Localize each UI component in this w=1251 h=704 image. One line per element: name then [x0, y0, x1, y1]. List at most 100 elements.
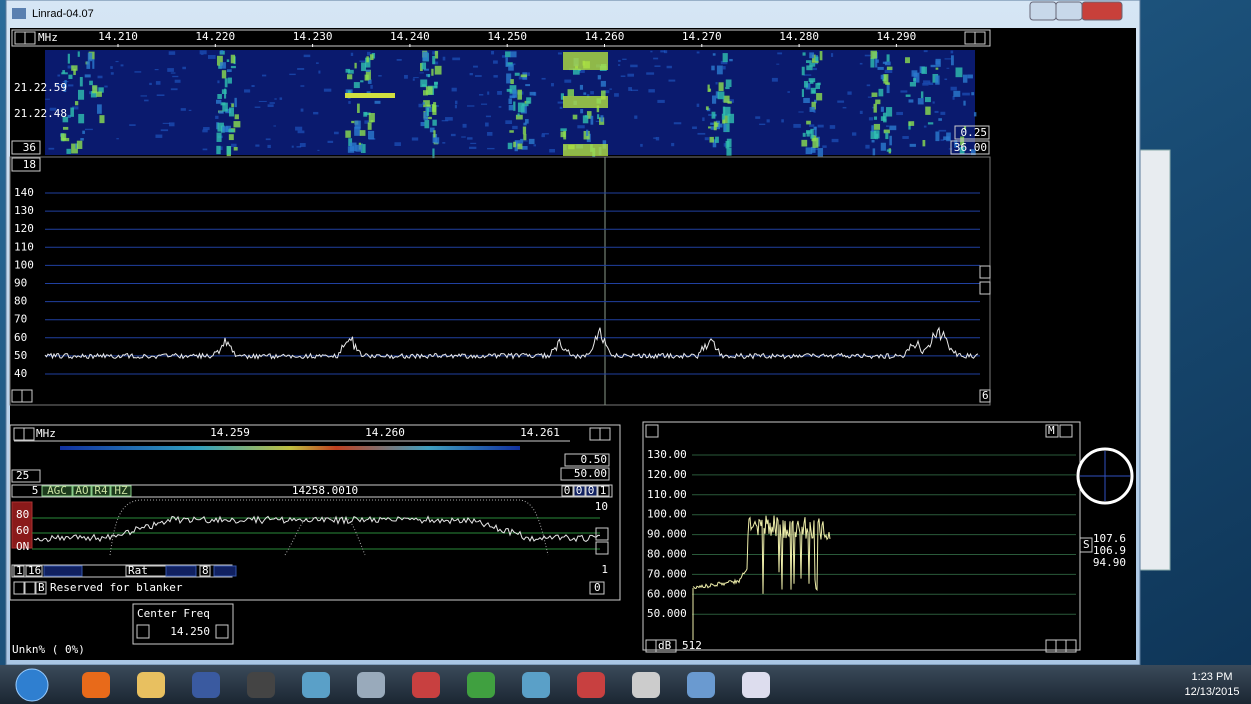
waterfall-speck [697, 51, 700, 53]
waterfall-signal [921, 67, 927, 74]
control-text[interactable]: Rat [128, 564, 148, 577]
waterfall-speck [157, 94, 165, 96]
taskbar-icon[interactable] [577, 672, 605, 698]
waterfall-signal [598, 75, 601, 79]
waterfall-speck [351, 53, 353, 56]
taskbar-icon[interactable] [82, 672, 110, 698]
waterfall-signal [220, 50, 223, 53]
db-label: 50 [14, 349, 27, 362]
waterfall-signal [88, 53, 92, 62]
db-label: 40 [14, 367, 27, 380]
taskbar-icon[interactable] [522, 672, 550, 698]
waterfall-signal [726, 79, 732, 87]
waterfall-signal [70, 108, 74, 117]
waterfall-signal [881, 143, 886, 151]
value-box-text: 36.00 [954, 141, 987, 154]
blanker-button[interactable]: B [38, 581, 45, 594]
close-button[interactable] [1082, 2, 1122, 20]
freq-unit: MHz [38, 31, 58, 44]
waterfall-speck [412, 137, 418, 140]
waterfall-speck [479, 94, 483, 95]
waterfall-speck [470, 143, 476, 144]
waterfall-speck [475, 75, 482, 77]
waterfall-signal [217, 94, 222, 99]
waterfall-speck [121, 64, 124, 66]
waterfall-speck [831, 53, 833, 57]
s-button[interactable]: S [1083, 538, 1090, 551]
waterfall-speck [940, 112, 945, 115]
waterfall-speck [622, 59, 626, 60]
level-label: 60 [16, 524, 29, 537]
waterfall-speck [297, 68, 304, 70]
waterfall-speck [939, 130, 947, 132]
waterfall-signal [78, 114, 84, 123]
control-box [44, 566, 82, 576]
waterfall-signal [873, 148, 876, 155]
minimize-button[interactable] [1030, 2, 1056, 20]
center-freq-label: Center Freq [137, 607, 210, 620]
waterfall-signal [371, 120, 374, 122]
taskbar-icon[interactable] [302, 672, 330, 698]
waterfall-signal [361, 62, 366, 71]
mode-text[interactable]: AO [75, 484, 88, 497]
afc-label: 80.000 [647, 548, 687, 561]
mode-text[interactable]: HZ [114, 484, 128, 497]
waterfall-signal [713, 53, 716, 55]
waterfall-signal [509, 96, 515, 98]
waterfall-speck [653, 58, 658, 60]
waterfall-speck [692, 126, 697, 129]
waterfall-speck [467, 137, 473, 139]
taskbar-icon[interactable] [137, 672, 165, 698]
start-button[interactable] [16, 669, 48, 701]
waterfall-speck [650, 51, 652, 53]
taskbar-icon[interactable] [357, 672, 385, 698]
waterfall-signal [951, 55, 954, 65]
maximize-button[interactable] [1056, 2, 1082, 20]
waterfall-signal [580, 109, 583, 113]
waterfall-speck [847, 91, 851, 94]
waterfall-signal [80, 138, 84, 141]
freq-label: 14.290 [877, 30, 917, 43]
m-button[interactable]: M [1048, 424, 1055, 437]
taskbar-icon[interactable] [742, 672, 770, 698]
waterfall-speck [886, 125, 889, 127]
waterfall-signal [561, 132, 566, 138]
waterfall-speck [935, 111, 939, 113]
mode-text[interactable]: R4 [94, 484, 108, 497]
db-label: 80 [14, 295, 27, 308]
waterfall-signal [422, 52, 428, 62]
waterfall-signal [709, 137, 713, 143]
taskbar-icon[interactable] [192, 672, 220, 698]
waterfall-speck [922, 83, 928, 86]
waterfall-signal [508, 98, 511, 104]
waterfall-speck [473, 66, 478, 68]
waterfall-speck [497, 91, 502, 95]
waterfall-speck [860, 63, 863, 65]
afc-unit[interactable]: dB [658, 639, 672, 652]
waterfall-speck [413, 78, 415, 80]
waterfall-speck [292, 146, 294, 148]
taskbar-icon[interactable] [412, 672, 440, 698]
waterfall-signal [935, 131, 939, 141]
control-text[interactable]: 16 [28, 564, 41, 577]
waterfall-signal [231, 55, 235, 64]
waterfall-signal [963, 101, 965, 106]
taskbar-icon[interactable] [687, 672, 715, 698]
waterfall-signal [434, 137, 439, 143]
mode-text[interactable]: AGC [47, 484, 67, 497]
value-box-text: 0 [594, 581, 601, 594]
waterfall-signal [870, 58, 874, 68]
control-text[interactable]: 8 [202, 564, 209, 577]
control-text[interactable]: 1 [16, 564, 23, 577]
afc-label: 100.00 [647, 508, 687, 521]
taskbar-icon[interactable] [247, 672, 275, 698]
taskbar-icon[interactable] [632, 672, 660, 698]
waterfall-signal [883, 74, 888, 84]
waterfall-signal [510, 51, 516, 57]
waterfall-speck [499, 106, 502, 108]
waterfall-signal [802, 67, 805, 76]
waterfall-speck [614, 93, 619, 97]
clock-time: 1:23 PM [1192, 671, 1233, 683]
waterfall-signal [881, 107, 884, 112]
taskbar-icon[interactable] [467, 672, 495, 698]
